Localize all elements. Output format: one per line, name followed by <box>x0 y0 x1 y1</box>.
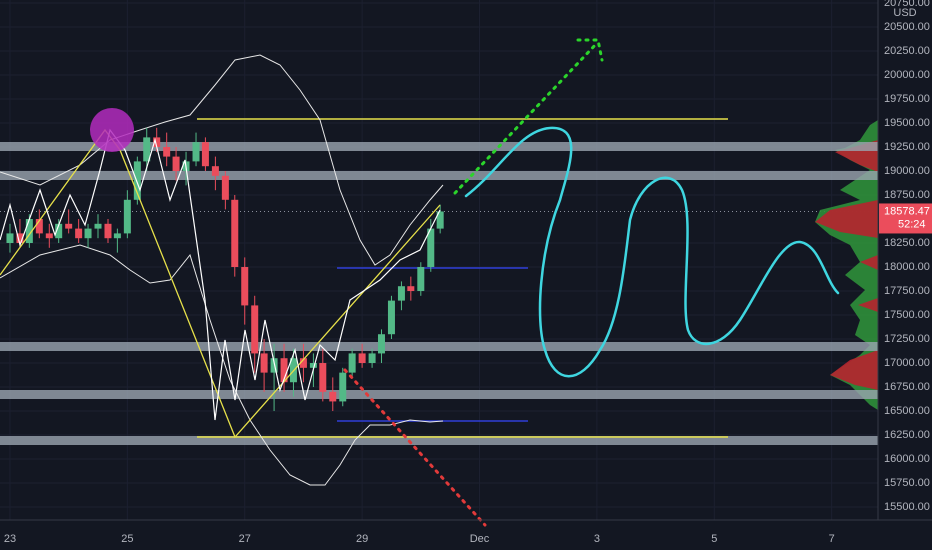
x-tick-label: 29 <box>356 533 368 545</box>
y-tick-label: 19000.00 <box>884 165 930 177</box>
x-tick-label: 25 <box>121 533 133 545</box>
x-tick-label: 5 <box>711 533 717 545</box>
candle-body <box>84 228 92 239</box>
candle-body <box>417 267 425 292</box>
forecast-scribble <box>464 126 840 378</box>
x-tick-label: 7 <box>829 533 835 545</box>
candle-body <box>231 199 239 268</box>
candle-body <box>75 228 83 239</box>
y-tick-label: 16000.00 <box>884 453 930 465</box>
candle-body <box>45 233 53 239</box>
y-tick-label: 17750.00 <box>884 285 930 297</box>
candle-body <box>104 223 112 239</box>
candle-body <box>163 146 171 157</box>
candle-body <box>387 300 395 335</box>
green-arrow-head <box>576 38 604 62</box>
candles <box>6 127 444 412</box>
y-tick-label: 15750.00 <box>884 477 930 489</box>
y-tick-label: 20250.00 <box>884 45 930 57</box>
x-tick-label: 3 <box>594 533 600 545</box>
candle-body <box>192 142 200 162</box>
candle-body <box>55 223 63 239</box>
x-tick-label: 27 <box>239 533 251 545</box>
axes: 15500.00 15750.00 16000.00 16250.00 16500.00… <box>4 0 930 545</box>
x-tick-label: Dec <box>470 533 490 545</box>
candle-body <box>123 199 131 234</box>
y-tick-label: 17250.00 <box>884 333 930 345</box>
candle-body <box>260 353 268 373</box>
candle-body <box>153 137 161 147</box>
candle-body <box>348 353 356 373</box>
y-tick-label: 19750.00 <box>884 93 930 105</box>
candle-body <box>201 142 209 167</box>
zone-band <box>0 171 878 180</box>
y-tick-label: 16500.00 <box>884 405 930 417</box>
y-tick-label: 18250.00 <box>884 237 930 249</box>
candle-body <box>172 156 180 171</box>
candle-body <box>133 161 141 200</box>
y-tick-label: 20750.00 <box>884 0 930 9</box>
candle-body <box>397 286 405 301</box>
candle-body <box>6 233 14 244</box>
y-tick-label: 17500.00 <box>884 309 930 321</box>
last-price-bg <box>879 203 932 234</box>
zone-band <box>0 390 878 399</box>
red-arrow <box>343 368 487 527</box>
countdown-label: 52:24 <box>898 218 926 230</box>
y-tick-label: 19250.00 <box>884 141 930 153</box>
y-tick-label: 18750.00 <box>884 189 930 201</box>
candle-body <box>436 211 444 229</box>
volume-profile-up <box>815 120 878 410</box>
candle-body <box>299 358 307 368</box>
candle-body <box>16 233 24 244</box>
currency-label: USD <box>893 7 916 19</box>
candle-body <box>329 391 337 402</box>
candle-body <box>407 286 415 292</box>
candle-body <box>427 228 435 268</box>
y-tick-label: 15500.00 <box>884 501 930 513</box>
zone-band <box>0 436 878 445</box>
bollinger-lower <box>0 244 444 486</box>
highlight-circle <box>90 108 134 152</box>
candle-body <box>358 353 366 364</box>
candle-body <box>25 219 33 244</box>
candle-body <box>35 219 43 234</box>
last-price-label: 18578.47 <box>884 205 930 217</box>
candle-body <box>309 363 317 368</box>
y-tick-label: 20000.00 <box>884 69 930 81</box>
candle-body <box>280 358 288 383</box>
candle-body <box>319 363 327 392</box>
candle-body <box>251 305 259 354</box>
zones <box>0 142 878 445</box>
candle-body <box>377 334 385 354</box>
y-tick-label: 16750.00 <box>884 381 930 393</box>
zone-band <box>0 142 878 151</box>
candle-body <box>65 223 73 229</box>
green-arrow <box>453 40 600 195</box>
candle-body <box>113 233 121 239</box>
candle-body <box>368 353 376 364</box>
candle-body <box>339 372 347 402</box>
candle-body <box>94 223 102 229</box>
candle-body <box>143 137 151 162</box>
price-zigzag <box>0 128 441 421</box>
zone-band <box>0 342 878 351</box>
y-tick-label: 16250.00 <box>884 429 930 441</box>
y-tick-label: 17000.00 <box>884 357 930 369</box>
x-tick-label: 23 <box>4 533 16 545</box>
volume-profile-down <box>815 140 878 390</box>
y-tick-label: 19500.00 <box>884 117 930 129</box>
candle-body <box>221 175 229 200</box>
grid <box>0 0 878 520</box>
y-tick-label: 18000.00 <box>884 261 930 273</box>
candle-body <box>270 358 278 373</box>
candle-body <box>241 267 249 306</box>
y-tick-label: 20500.00 <box>884 21 930 33</box>
candle-body <box>211 166 219 176</box>
